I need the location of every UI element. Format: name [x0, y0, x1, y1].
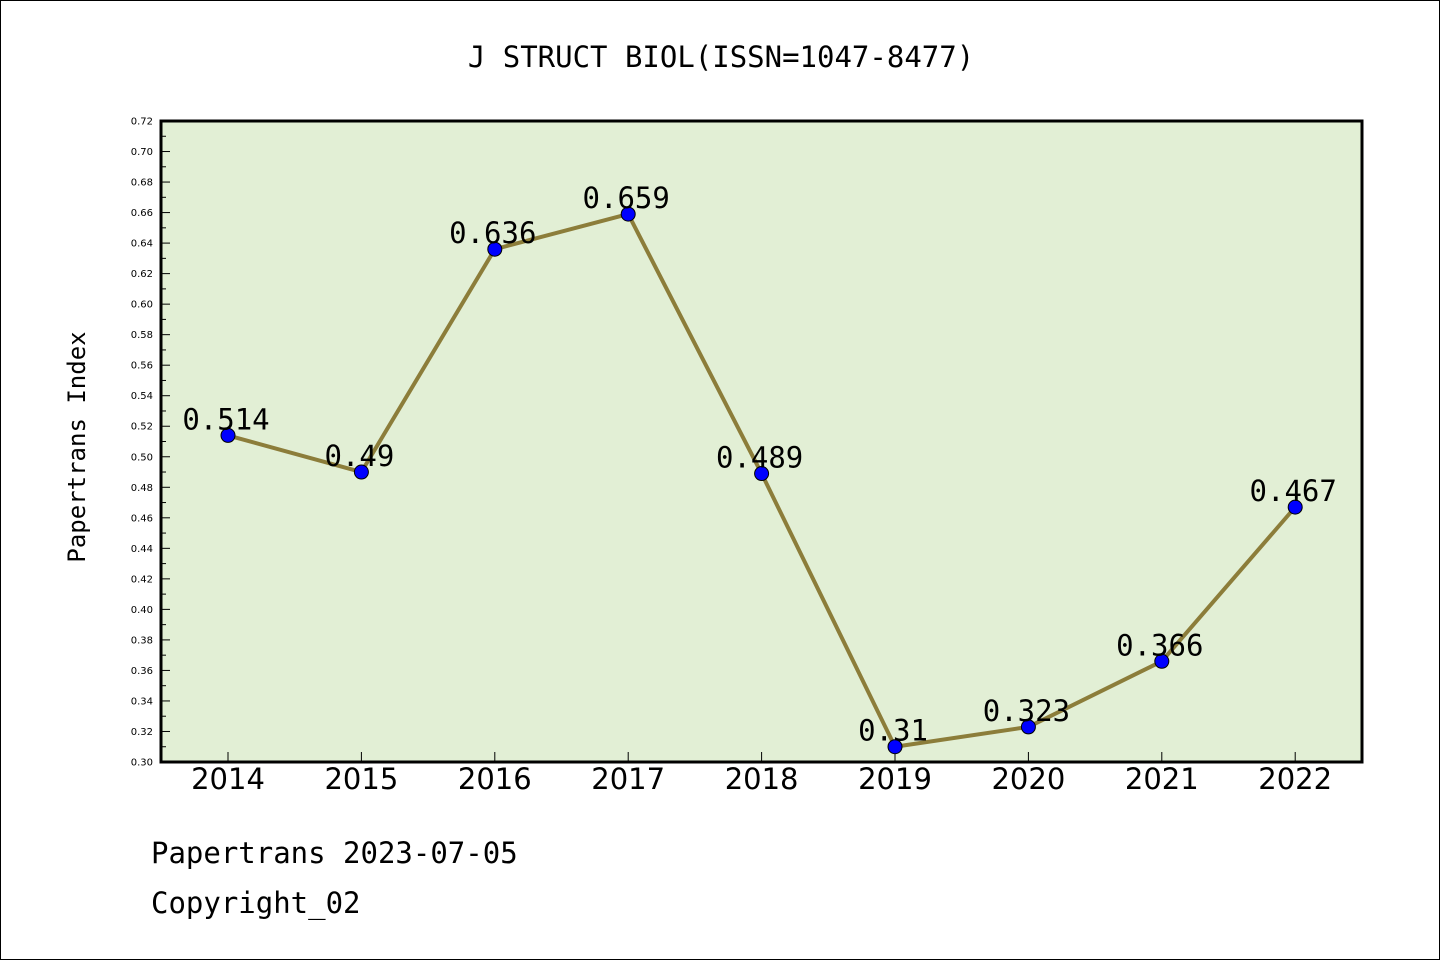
data-label: 0.514: [182, 402, 269, 436]
y-axis-label: Papertrans Index: [63, 331, 91, 562]
data-point: [1154, 653, 1170, 669]
x-axis: 2014 2015 2016 2017 2018 2019 2020 2021 2022: [191, 752, 1332, 796]
data-label: 0.636: [449, 216, 536, 250]
y-tick-label: 0.58: [131, 330, 153, 341]
y-tick-label: 0.42: [131, 574, 153, 585]
data-point: [220, 427, 236, 443]
x-tick-label: 2017: [591, 762, 665, 796]
y-tick-label: 0.38: [131, 635, 153, 646]
chart-title: J STRUCT BIOL(ISSN=1047-8477): [468, 40, 974, 74]
data-label: 0.31: [858, 714, 928, 748]
y-tick-label: 0.50: [131, 452, 153, 463]
y-tick-label: 0.30: [131, 758, 153, 769]
y-tick-label: 0.54: [131, 391, 153, 402]
y-tick-label: 0.64: [131, 239, 153, 250]
y-tick-label: 0.36: [131, 666, 153, 677]
x-tick-label: 2019: [858, 762, 932, 796]
x-tick-label: 2014: [191, 762, 265, 796]
footer-date: Papertrans 2023-07-05: [151, 836, 518, 870]
y-tick-label: 0.62: [131, 269, 153, 280]
data-label: 0.366: [1116, 628, 1203, 662]
data-point: [353, 464, 369, 480]
data-label: 0.323: [983, 694, 1070, 728]
y-tick-label: 0.72: [131, 117, 153, 128]
data-point: [1287, 499, 1303, 515]
data-label: 0.467: [1250, 474, 1337, 508]
y-tick-label: 0.70: [131, 147, 153, 158]
data-point: [487, 241, 503, 257]
data-label: 0.49: [324, 439, 394, 473]
data-point: [754, 466, 770, 482]
y-tick-label: 0.48: [131, 483, 153, 494]
y-tick-label: 0.46: [131, 513, 153, 524]
y-tick-label: 0.52: [131, 422, 153, 433]
x-tick-label: 2015: [324, 762, 398, 796]
data-point: [887, 739, 903, 755]
x-tick-label: 2018: [725, 762, 799, 796]
data-point: [620, 206, 636, 222]
y-tick-label: 0.56: [131, 361, 153, 372]
x-tick-label: 2021: [1125, 762, 1199, 796]
x-tick-label: 2016: [458, 762, 532, 796]
y-axis: 0.30 0.32 0.34 0.36 0.38 0.40 0.42 0.44 0.46 0.48…: [131, 117, 170, 769]
y-tick-label: 0.66: [131, 208, 153, 219]
data-label: 0.489: [716, 441, 803, 475]
data-point: [1020, 719, 1036, 735]
data-label: 0.659: [583, 181, 670, 215]
x-tick-label: 2022: [1258, 762, 1332, 796]
y-tick-label: 0.60: [131, 300, 153, 311]
footer-copyright: Copyright_02: [151, 886, 361, 920]
y-tick-label: 0.34: [131, 696, 153, 707]
series: 0.514 0.49 0.636 0.659 0.489 0.31 0.323 0.366 0.…: [182, 181, 1337, 755]
x-tick-label: 2020: [991, 762, 1065, 796]
y-tick-label: 0.40: [131, 605, 153, 616]
y-tick-label: 0.32: [131, 727, 153, 738]
y-tick-label: 0.44: [131, 544, 153, 555]
y-tick-label: 0.68: [131, 178, 153, 189]
